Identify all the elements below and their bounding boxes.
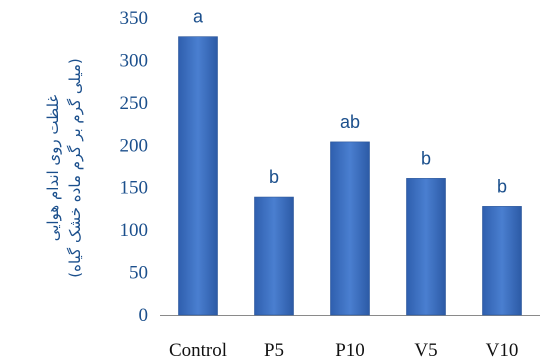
bar-v5 — [406, 178, 446, 316]
y-tick-label: 350 — [120, 8, 149, 29]
x-category-label: V10 — [486, 340, 519, 361]
data-label: ab — [340, 112, 360, 132]
x-category-label: P10 — [335, 340, 365, 361]
bar-v10 — [482, 206, 522, 316]
data-label: a — [193, 7, 204, 27]
bar-control — [178, 36, 218, 316]
category-labels-group: Control P5 P10 V5 V10 — [169, 340, 518, 361]
y-axis-title: غلظت روی اندام هوایی (میلی گرم بر گرم ما… — [44, 58, 84, 278]
y-tick-label: 150 — [120, 178, 149, 199]
x-category-label: V5 — [414, 340, 437, 361]
data-label: b — [497, 176, 507, 196]
bars-group — [178, 36, 522, 316]
data-label: b — [269, 167, 279, 187]
bar-p5 — [254, 196, 294, 316]
y-tick-label: 100 — [120, 220, 149, 241]
y-axis-title-line1: غلظت روی اندام هوایی — [44, 95, 62, 242]
y-tick-label: 200 — [120, 135, 149, 156]
y-tick-label: 50 — [129, 263, 148, 284]
y-tick-label: 300 — [120, 50, 149, 71]
y-tick-label: 250 — [120, 93, 149, 114]
bar-p10 — [330, 141, 370, 316]
data-label: b — [421, 148, 431, 168]
y-axis-title-line2: (میلی گرم بر گرم ماده خشک گیاه) — [66, 58, 84, 278]
x-category-label: P5 — [264, 340, 284, 361]
y-axis-ticks: 0 50 100 150 200 250 300 350 — [120, 8, 149, 326]
y-tick-label: 0 — [139, 305, 149, 326]
x-category-label: Control — [169, 340, 227, 361]
